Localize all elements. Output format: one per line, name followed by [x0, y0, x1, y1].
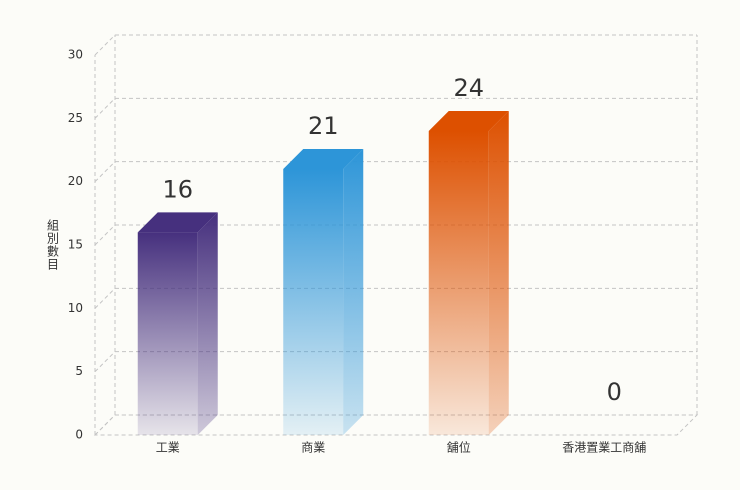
- bar-side: [197, 212, 218, 435]
- x-tick-label: 香港置業工商舖: [562, 440, 646, 455]
- bar-top: [428, 111, 509, 131]
- bar: [428, 131, 489, 435]
- bar: [137, 232, 198, 435]
- bar: [283, 169, 344, 435]
- grid-diagonal: [94, 287, 116, 309]
- y-tick-label: 5: [75, 364, 83, 378]
- y-tick-label: 30: [68, 48, 83, 62]
- value-label: 0: [607, 378, 622, 406]
- bar-side: [488, 111, 509, 435]
- bar-top: [137, 212, 218, 233]
- x-tick-label: 工業: [156, 441, 180, 455]
- bar-side: [343, 149, 364, 435]
- y-tick-label: 10: [68, 301, 83, 315]
- grid-diagonal: [94, 97, 116, 119]
- y-axis-label: 組別數目: [46, 219, 60, 271]
- grid-diagonal: [94, 34, 116, 56]
- grid-diagonal: [94, 414, 116, 436]
- value-label: 24: [453, 74, 484, 102]
- y-tick-label: 15: [68, 238, 83, 252]
- value-label: 21: [308, 112, 339, 140]
- bar-top: [283, 149, 364, 169]
- grid-diagonal: [94, 351, 116, 373]
- x-tick-label: 商業: [301, 440, 325, 455]
- value-label: 16: [162, 175, 193, 203]
- y-tick-label: 20: [68, 174, 83, 188]
- y-tick-label: 25: [68, 111, 83, 125]
- y-tick-label: 0: [75, 428, 83, 442]
- x-tick-label: 舖位: [447, 440, 471, 455]
- grid-diagonal: [94, 161, 116, 183]
- grid-diagonal: [94, 224, 116, 246]
